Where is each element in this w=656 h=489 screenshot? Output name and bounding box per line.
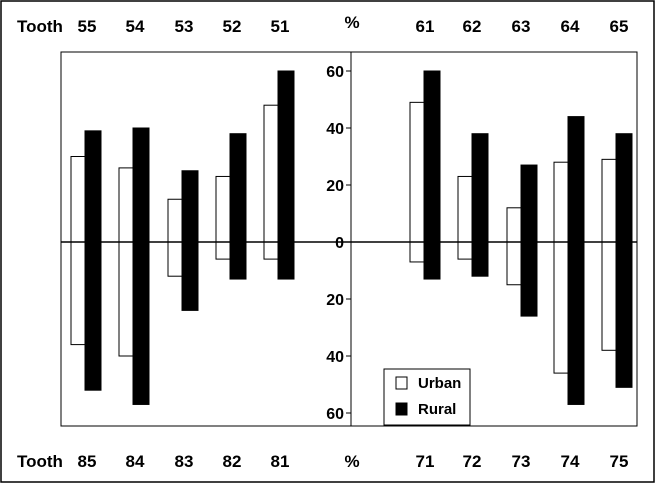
top-tooth-label: 61 [416, 17, 435, 36]
top-tooth-label: 53 [175, 17, 194, 36]
y-tick-label: 40 [326, 349, 344, 366]
bar-rural-55 [84, 130, 102, 391]
top-tooth-label: 65 [610, 17, 629, 36]
bottom-tooth-label: 74 [561, 452, 580, 471]
bar-rural-63 [520, 164, 538, 317]
bar-rural-64 [567, 116, 585, 405]
bar-rural-52 [229, 133, 247, 280]
bar-rural-65 [615, 133, 633, 388]
top-tooth-label: 54 [126, 17, 145, 36]
bottom-tooth-label: 73 [512, 452, 531, 471]
top-tooth-label: 55 [78, 17, 97, 36]
legend: Urban Rural [383, 368, 471, 426]
bottom-tooth-label: 75 [610, 452, 629, 471]
top-tooth-label: 63 [512, 17, 531, 36]
top-unit-label: % [344, 13, 359, 32]
legend-label-urban: Urban [418, 375, 461, 392]
bar-rural-51 [277, 70, 295, 280]
legend-swatch-urban [395, 376, 408, 390]
top-row-label: Tooth [17, 17, 63, 36]
y-tick-label: 20 [326, 292, 344, 309]
bottom-tooth-label: 71 [416, 452, 435, 471]
top-tooth-label: 52 [223, 17, 242, 36]
y-tick-label: 40 [326, 121, 344, 138]
bottom-tooth-label: 72 [463, 452, 482, 471]
bar-rural-62 [471, 133, 489, 277]
top-tooth-label: 64 [561, 17, 580, 36]
y-tick-label: 60 [326, 64, 344, 81]
bottom-tooth-label: 81 [271, 452, 290, 471]
top-tooth-label: 62 [463, 17, 482, 36]
bar-rural-53 [181, 170, 199, 311]
bottom-tooth-label: 83 [175, 452, 194, 471]
bar-rural-54 [132, 127, 150, 405]
y-tick-label: 20 [326, 178, 344, 195]
bottom-unit-label: % [344, 452, 359, 471]
y-tick-label: 60 [326, 406, 344, 423]
bar-rural-61 [423, 70, 441, 280]
y-tick-label: 0 [335, 235, 344, 252]
plot-frame [60, 51, 638, 427]
bottom-row-label: Tooth [17, 452, 63, 471]
bottom-tooth-label: 82 [223, 452, 242, 471]
top-tooth-label: 51 [271, 17, 290, 36]
bottom-tooth-label: 84 [126, 452, 145, 471]
legend-swatch-rural [395, 402, 408, 416]
legend-label-rural: Rural [418, 401, 456, 418]
bottom-tooth-label: 85 [78, 452, 97, 471]
